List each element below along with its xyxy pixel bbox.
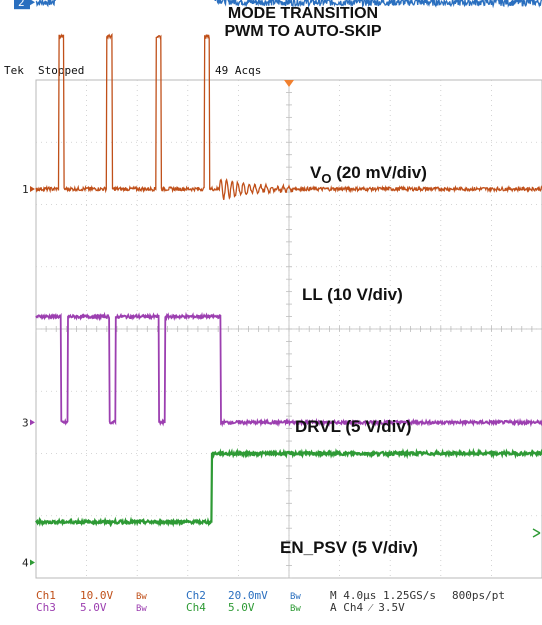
channel-marker-label: 2	[18, 0, 25, 9]
chart-title-line2: PWM TO AUTO-SKIP	[224, 23, 382, 40]
channel-marker-arrow	[30, 185, 35, 192]
readout-row2-6: A Ch4 ⁄ 3.5V	[330, 601, 405, 614]
channel-readout: Ch1 10.0V Bw Ch2 20.0mV Bw M 4.0µs 1.25GS/s 800…	[36, 589, 505, 614]
series-label-ll: LL (10 V/div)	[302, 285, 403, 304]
acquisition-count: 49 Acqs	[215, 64, 262, 77]
channel-marker-arrow	[30, 559, 35, 566]
acquisition-state: Stopped	[38, 64, 85, 77]
readout-row1-4: 20.0mV	[228, 589, 268, 602]
readout-row2-5: Bw	[290, 604, 301, 614]
readout-row1-2: Bw	[136, 592, 147, 602]
trace-en-psv	[35, 447, 542, 528]
readout-row1-0: Ch1	[36, 589, 56, 602]
readout-row1-7: 800ps/pt	[452, 589, 505, 602]
readout-row1-1: 10.0V	[80, 589, 113, 602]
readout-row1-3: Ch2	[186, 589, 206, 602]
channel-marker-label: 3	[22, 416, 29, 429]
channel-marker-box	[14, 0, 30, 10]
scope-markers: 2 1 3 4	[14, 0, 541, 569]
trace-drvl	[35, 311, 542, 428]
readout-row2-4: 5.0V	[228, 601, 255, 614]
trace-ll	[35, 32, 542, 200]
trigger-level-marker	[532, 528, 541, 538]
series-label-drvl: DRVL (5 V/div)	[295, 417, 412, 436]
channel-marker-label: 4	[22, 556, 29, 569]
scope-brand: Tek	[4, 64, 24, 77]
channel-marker-label: 1	[22, 183, 29, 196]
trace-vo	[35, 0, 542, 9]
readout-row2-1: 5.0V	[80, 601, 107, 614]
trigger-position-marker	[284, 80, 294, 87]
chart-title-line1: MODE TRANSITION	[227, 5, 379, 22]
channel-marker-arrow	[30, 0, 35, 6]
scope-traces	[35, 0, 542, 528]
series-label-en-psv: EN_PSV (5 V/div)	[280, 538, 418, 557]
channel-marker-arrow	[30, 419, 35, 426]
readout-row1-5: Bw	[290, 592, 301, 602]
readout-row2-2: Bw	[136, 604, 147, 614]
series-label-vo: VO (20 mV/div)	[310, 163, 427, 186]
readout-row2-0: Ch3	[36, 601, 56, 614]
readout-row2-3: Ch4	[186, 601, 206, 614]
readout-row1-6: M 4.0µs 1.25GS/s	[330, 589, 436, 602]
scope-grid	[35, 79, 542, 579]
